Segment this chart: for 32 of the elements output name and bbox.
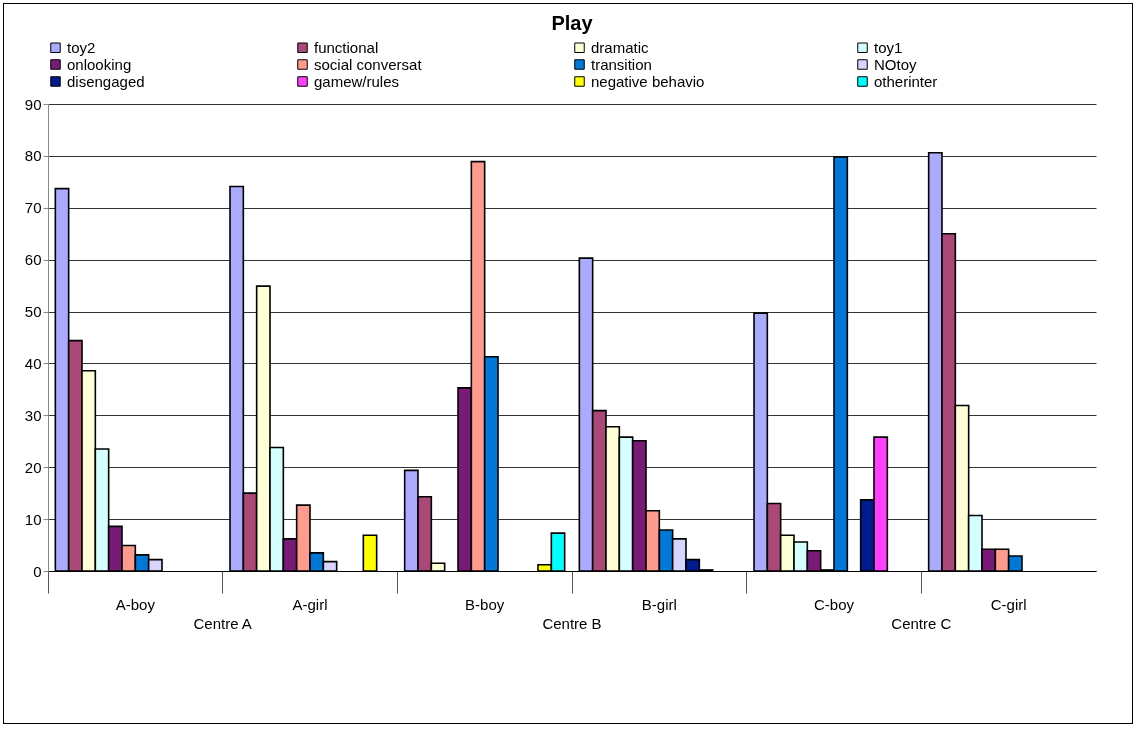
legend-label: otherinter — [874, 72, 938, 90]
y-tick-label: 20 — [24, 458, 42, 476]
y-tick-label: 90 — [24, 95, 42, 113]
y-tick-label: 10 — [24, 510, 42, 528]
x-tick-label: A-boy — [115, 595, 156, 613]
y-tick-label: 30 — [24, 406, 42, 424]
text: Centre B — [542, 615, 602, 632]
legend-label: disengaged — [67, 72, 145, 90]
y-tick-label: 40 — [24, 354, 42, 372]
y-tick-label: 60 — [24, 251, 42, 269]
x-tick-label: C-boy — [813, 595, 855, 613]
legend-label: onlooking — [67, 55, 132, 73]
legend-label: negative behavio — [591, 72, 705, 90]
y-tick-label: 70 — [24, 199, 42, 217]
x-tick-label: B-girl — [641, 595, 677, 613]
x-tick-label: A-girl — [292, 595, 328, 613]
x-tick-label: C-girl — [990, 595, 1027, 613]
legend-label: transition — [591, 55, 652, 73]
chart-title: Play — [551, 12, 594, 34]
legend-label: toy2 — [67, 38, 96, 56]
y-tick-label: 50 — [24, 303, 42, 321]
y-tick-label: 0 — [33, 562, 42, 580]
text: Centre C — [891, 615, 952, 632]
legend-label: functional — [314, 38, 379, 56]
legend-label: gamew/rules — [314, 72, 400, 90]
legend-label: NOtoy — [874, 55, 918, 73]
text: Centre A — [193, 615, 252, 632]
y-tick-label: 80 — [24, 147, 42, 165]
x-tick-label: B-boy — [465, 595, 505, 613]
legend-label: toy1 — [874, 38, 903, 56]
legend-label: dramatic — [591, 38, 650, 56]
legend-label: social conversat — [314, 55, 423, 73]
